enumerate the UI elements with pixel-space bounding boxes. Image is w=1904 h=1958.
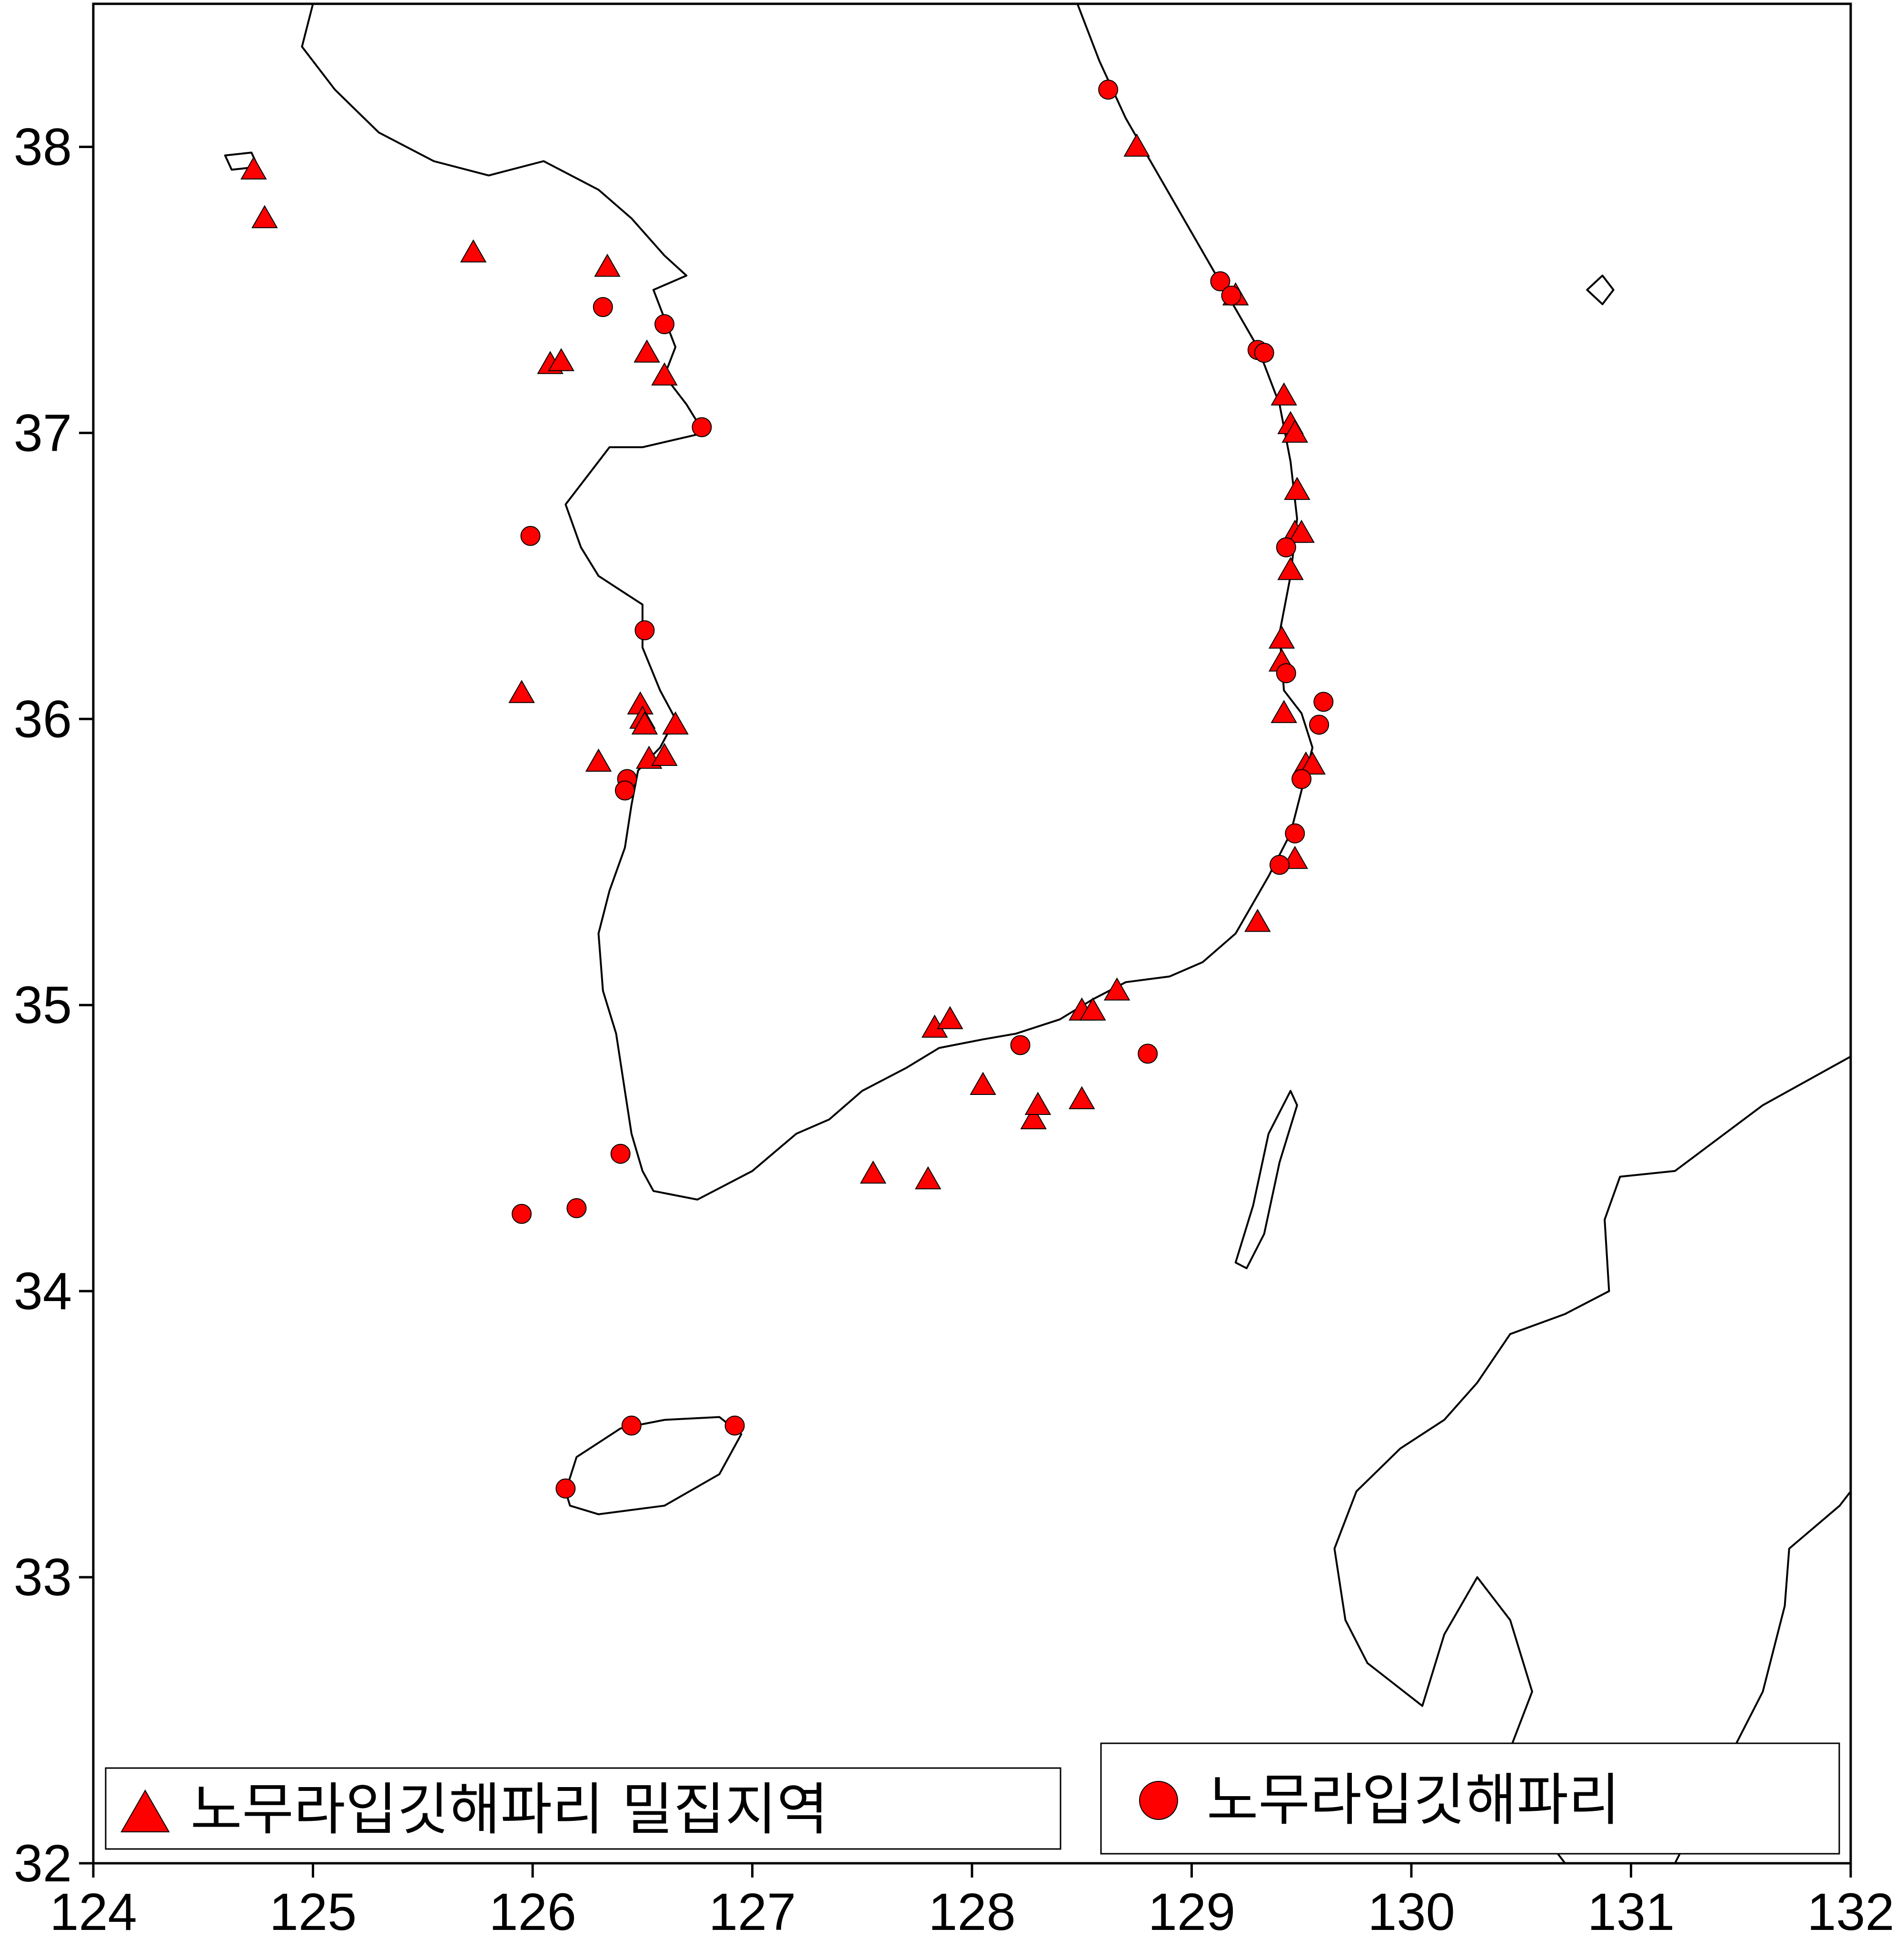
jellyfish-circle-marker [1313,692,1334,712]
jellyfish-circle-marker [635,620,655,641]
dense-area-triangle-marker [1277,557,1304,580]
legend-triangle-label: 노무라입깃해파리 밀집지역 [190,1777,828,1842]
jellyfish-circle-marker [724,1415,745,1436]
dense-area-triangle-marker [970,1072,996,1095]
x-tick-label: 128 [928,1883,1016,1941]
dense-area-triangle-marker [1270,382,1298,406]
legend-triangle-box [105,1767,1061,1850]
jellyfish-circle-marker [1276,537,1296,557]
y-tick-label: 36 [14,690,72,748]
dense-area-triangle-marker [548,348,575,371]
dense-area-triangle-marker [914,1166,942,1190]
japan-coastline [1333,1055,1852,1864]
dense-area-triangle-marker [651,362,678,386]
jellyfish-circle-marker [610,1143,631,1164]
dense-area-triangle-marker [651,743,678,766]
legend-circle-box [1100,1742,1840,1855]
dense-area-triangle-marker [937,1006,963,1029]
jellyfish-circle-marker [615,780,635,801]
dense-area-triangle-marker [594,253,621,277]
x-tick-label: 126 [489,1883,576,1941]
x-tick-label: 131 [1587,1883,1675,1941]
dense-area-triangle-marker [585,748,612,772]
jeju-island-coastline [565,1416,743,1515]
jellyfish-circle-marker [1210,271,1230,291]
legend-circle: 노무라입깃해파리 [1100,1742,1840,1855]
dense-area-triangle-marker [1024,1092,1051,1115]
dense-area-triangle-marker [634,339,660,363]
dense-area-triangle-marker [1281,419,1309,443]
dense-area-triangle-marker [662,711,689,735]
jellyfish-circle-marker [1309,715,1329,735]
y-axis: 32 33 34 35 36 37 38 [14,118,93,1893]
x-tick-label: 124 [50,1883,137,1941]
dense-area-triangle-marker [631,711,658,735]
jellyfish-circle-marker [1285,823,1305,844]
dense-area-triangle-marker [508,680,535,703]
jellyfish-circle-marker [621,1415,642,1436]
x-tick-label: 125 [269,1883,357,1941]
dense-area-triangle-marker [1080,997,1106,1021]
dense-area-triangle-marker [1069,1086,1095,1110]
jellyfish-circle-marker [1098,80,1119,100]
x-tick-label: 129 [1148,1883,1236,1941]
dense-area-triangle-marker [1284,477,1310,500]
x-tick-label: 127 [709,1883,796,1941]
y-tick-label: 38 [14,118,72,176]
dense-area-triangle-marker [1268,626,1295,649]
jellyfish-circle-marker [1010,1035,1031,1055]
red-triangle-marker [120,1789,170,1832]
x-axis: 124 125 126 127 128 129 130 131 132 [50,1863,1894,1941]
red-circle-marker [1139,1781,1178,1820]
jellyfish-circle-marker [1221,285,1241,306]
jellyfish-circle-marker [1138,1044,1158,1064]
dense-area-triangle-marker [240,156,267,180]
dense-area-triangle-marker [1103,977,1130,1001]
dense-area-triangle-marker [1299,751,1326,775]
legend-triangle: 노무라입깃해파리 밀집지역 [105,1767,1061,1850]
x-tick-label: 130 [1368,1883,1455,1941]
jellyfish-circle-marker [520,526,541,546]
dense-area-triangle-marker [1020,1106,1047,1130]
marker-layer [240,80,1334,1499]
dense-area-triangle-marker [251,205,278,229]
jellyfish-circle-marker [692,417,712,437]
dense-area-triangle-marker [1270,700,1298,723]
y-tick-label: 33 [14,1548,72,1607]
jellyfish-circle-marker [1269,855,1290,875]
jellyfish-circle-marker [566,1198,587,1218]
korean-peninsula-coastline [301,3,1314,1201]
dense-area-triangle-marker [460,239,487,263]
tsushima-island-coastline [1234,1090,1298,1270]
jellyfish-circle-marker [555,1478,576,1499]
plot-frame [92,2,1852,1865]
y-tick-label: 32 [14,1834,72,1893]
dense-area-triangle-marker [1123,133,1150,157]
jellyfish-circle-marker [1276,663,1296,684]
jellyfish-circle-marker [654,314,674,335]
ulleung-island-coastline [1586,274,1615,305]
dense-area-triangle-marker [1288,519,1315,543]
jellyfish-circle-marker [511,1203,532,1224]
coastlines [224,3,1852,1864]
jellyfish-circle-marker [593,297,613,317]
y-tick-label: 35 [14,976,72,1034]
jellyfish-circle-marker [1254,343,1274,363]
x-tick-label: 132 [1807,1883,1894,1941]
y-tick-label: 37 [14,404,72,462]
legend-circle-label: 노무라입깃해파리 [1207,1767,1620,1833]
y-tick-label: 34 [14,1262,72,1321]
jellyfish-circle-marker [1291,769,1312,789]
dense-area-triangle-marker [860,1160,887,1184]
dense-area-triangle-marker [1244,908,1271,932]
